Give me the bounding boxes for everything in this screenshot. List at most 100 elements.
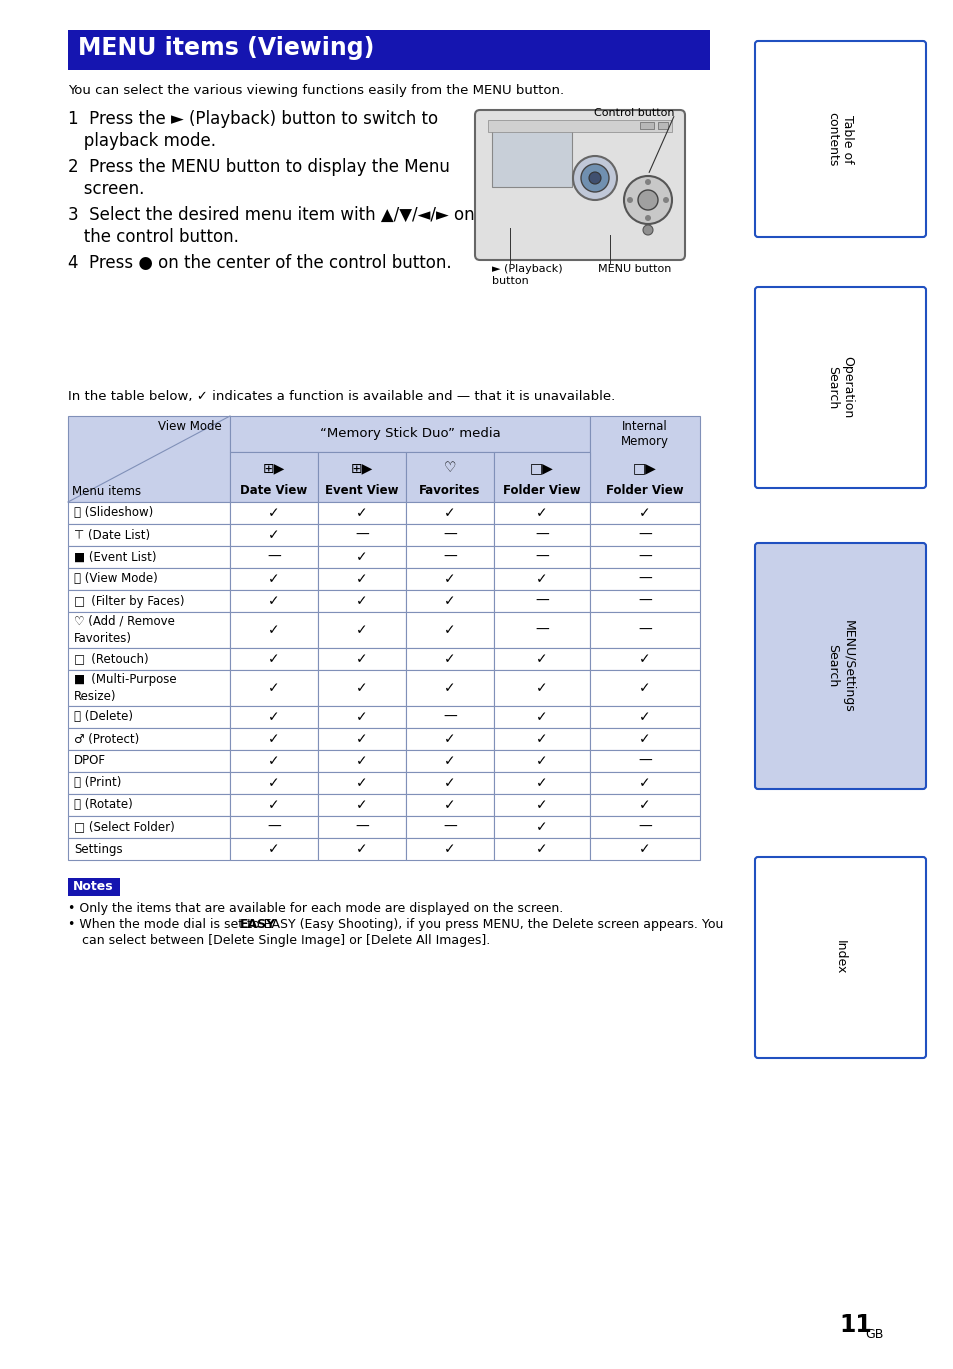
Text: MENU items (Viewing): MENU items (Viewing) — [78, 36, 374, 60]
Text: ✓: ✓ — [268, 711, 279, 724]
Text: DPOF: DPOF — [74, 754, 106, 768]
Bar — [589, 648, 700, 669]
Bar — [589, 502, 700, 524]
Bar — [589, 524, 700, 546]
Text: —: — — [355, 528, 369, 542]
FancyBboxPatch shape — [475, 110, 684, 260]
Bar — [68, 648, 230, 669]
Text: ✓: ✓ — [639, 842, 650, 856]
Bar — [68, 878, 120, 895]
Bar — [68, 502, 230, 524]
Text: ✓: ✓ — [639, 507, 650, 520]
Bar — [406, 669, 494, 706]
Bar — [589, 794, 700, 816]
Text: MENU/Settings
Search: MENU/Settings Search — [825, 620, 854, 712]
Bar — [589, 706, 700, 728]
Bar — [230, 838, 317, 860]
Bar — [494, 838, 589, 860]
Circle shape — [588, 172, 600, 183]
Bar — [230, 416, 589, 452]
Bar — [68, 568, 230, 590]
Bar — [68, 838, 230, 860]
Text: ♂ (Protect): ♂ (Protect) — [74, 732, 139, 746]
Bar — [494, 728, 589, 750]
Bar — [406, 452, 494, 502]
Bar — [317, 648, 406, 669]
Text: ✓: ✓ — [639, 652, 650, 665]
Text: Ⓡ (Rotate): Ⓡ (Rotate) — [74, 798, 132, 812]
Text: ⒣ (Slideshow): ⒣ (Slideshow) — [74, 507, 153, 519]
Text: Date View: Date View — [240, 483, 307, 497]
Text: □▶: □▶ — [530, 461, 554, 475]
Text: ✓: ✓ — [536, 776, 547, 790]
Circle shape — [573, 156, 617, 200]
Bar — [68, 706, 230, 728]
Text: —: — — [638, 623, 651, 637]
Text: ✓: ✓ — [268, 842, 279, 856]
Text: ✓: ✓ — [639, 798, 650, 812]
Text: —: — — [535, 623, 548, 637]
Text: ✓: ✓ — [444, 776, 456, 790]
Bar — [494, 750, 589, 772]
Bar — [317, 502, 406, 524]
Bar — [68, 524, 230, 546]
FancyBboxPatch shape — [754, 41, 925, 237]
Text: EASY: EASY — [240, 919, 275, 931]
Text: the control button.: the control button. — [68, 229, 238, 246]
Bar — [406, 816, 494, 838]
Bar — [406, 612, 494, 648]
Bar — [317, 750, 406, 772]
Circle shape — [644, 215, 650, 220]
Text: ✓: ✓ — [444, 623, 456, 637]
Text: Favorites: Favorites — [419, 483, 480, 497]
Bar — [68, 772, 230, 794]
Bar — [317, 706, 406, 728]
Text: ✓: ✓ — [268, 754, 279, 768]
Text: Notes: Notes — [73, 880, 113, 893]
Bar — [494, 568, 589, 590]
Text: ✓: ✓ — [268, 732, 279, 746]
Text: ✓: ✓ — [355, 652, 368, 665]
Bar — [658, 122, 667, 129]
Bar — [317, 728, 406, 750]
Text: In the table below, ✓ indicates a function is available and — that it is unavail: In the table below, ✓ indicates a functi… — [68, 390, 615, 402]
Bar — [68, 30, 709, 70]
Bar — [230, 669, 317, 706]
Text: ✓: ✓ — [444, 754, 456, 768]
Text: ✓: ✓ — [268, 776, 279, 790]
Bar — [494, 546, 589, 568]
Bar — [494, 706, 589, 728]
Bar — [406, 648, 494, 669]
Circle shape — [638, 190, 658, 209]
Bar — [230, 750, 317, 772]
Bar — [494, 648, 589, 669]
Bar — [406, 568, 494, 590]
Circle shape — [642, 225, 652, 235]
Text: ✓: ✓ — [268, 594, 279, 608]
Text: —: — — [638, 528, 651, 542]
Bar — [230, 728, 317, 750]
Bar — [406, 590, 494, 612]
Bar — [406, 750, 494, 772]
Bar — [68, 416, 230, 502]
Bar — [589, 750, 700, 772]
Text: ✓: ✓ — [355, 594, 368, 608]
Text: ✓: ✓ — [355, 572, 368, 586]
Text: Index: Index — [833, 941, 846, 975]
Circle shape — [644, 179, 650, 185]
Text: ✓: ✓ — [444, 652, 456, 665]
Bar — [68, 590, 230, 612]
Text: ✓: ✓ — [536, 732, 547, 746]
Bar — [494, 816, 589, 838]
Text: ✓: ✓ — [355, 550, 368, 564]
Bar — [230, 546, 317, 568]
Text: —: — — [267, 820, 280, 834]
Text: ✓: ✓ — [355, 754, 368, 768]
FancyBboxPatch shape — [754, 287, 925, 487]
Text: Internal
Memory: Internal Memory — [620, 420, 668, 448]
Text: ♡ (Add / Remove: ♡ (Add / Remove — [74, 615, 174, 628]
Text: —: — — [267, 550, 280, 564]
Text: Event View: Event View — [325, 483, 398, 497]
Bar — [494, 794, 589, 816]
Text: —: — — [535, 550, 548, 564]
